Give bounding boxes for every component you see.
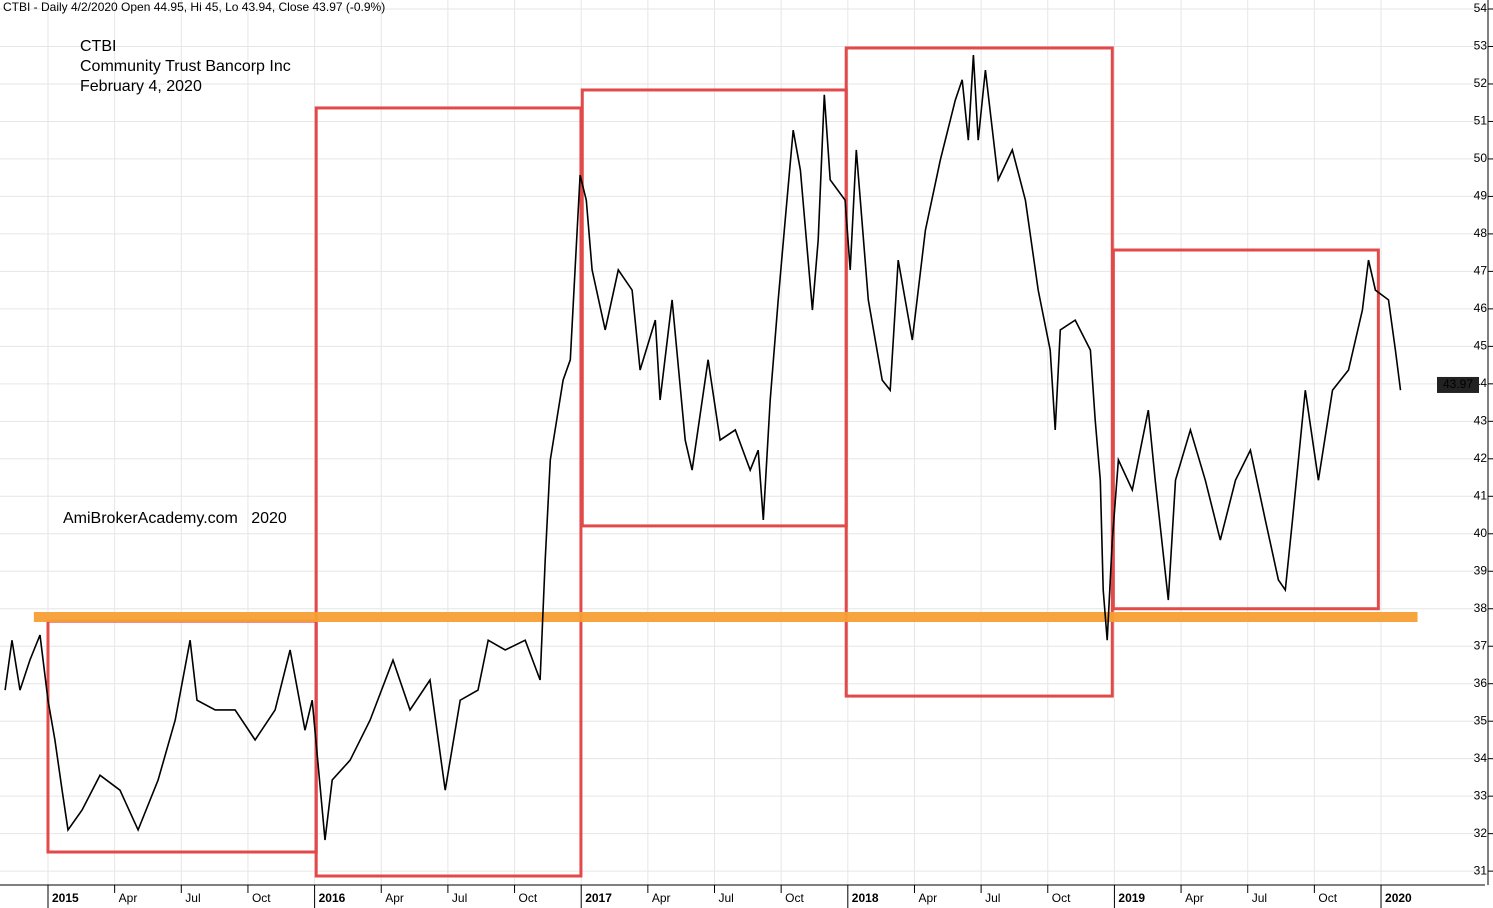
y-tick-label: 49 [1474, 189, 1488, 203]
y-tick-label: 31 [1474, 863, 1488, 877]
x-tick-label: 2020 [1385, 891, 1412, 905]
x-tick-label: Jul [185, 891, 200, 905]
annotation: February 4, 2020 [80, 78, 202, 95]
x-tick-label: Jul [719, 891, 734, 905]
x-tick-label: 2019 [1118, 891, 1145, 905]
x-tick-label: Jul [1252, 891, 1267, 905]
x-tick-label: Oct [1318, 891, 1337, 905]
x-tick-label: Jul [452, 891, 467, 905]
y-tick-label: 38 [1474, 601, 1488, 615]
y-tick-label: 32 [1474, 826, 1488, 840]
range-box [1111, 248, 1380, 611]
y-tick-label: 35 [1474, 713, 1488, 727]
x-tick-label: 2018 [852, 891, 879, 905]
y-tick-label: 37 [1474, 638, 1488, 652]
y-tick-label: 41 [1474, 488, 1488, 502]
y-tick-label: 54 [1474, 1, 1488, 15]
y-tick-label: 47 [1474, 264, 1488, 278]
x-tick-label: Oct [252, 891, 271, 905]
y-tick-label: 53 [1474, 39, 1488, 53]
y-tick-label: 46 [1474, 301, 1488, 315]
watermark: AmiBrokerAcademy.com 2020 [63, 510, 287, 527]
y-tick-label: 42 [1474, 451, 1488, 465]
x-tick-label: Apr [119, 891, 138, 905]
annotation: Community Trust Bancorp Inc [80, 58, 291, 75]
labels: CTBI - Daily 4/2/2020 Open 44.95, Hi 45,… [3, 0, 1487, 905]
y-tick-label: 43 [1474, 413, 1488, 427]
y-tick-label: 48 [1474, 226, 1488, 240]
y-tick-label: 52 [1474, 76, 1488, 90]
x-tick-label: Apr [652, 891, 671, 905]
x-tick-label: Apr [385, 891, 404, 905]
marks [4, 46, 1418, 878]
x-tick-label: 2015 [52, 891, 79, 905]
y-tick-label: 36 [1474, 676, 1488, 690]
chart-header: CTBI - Daily 4/2/2020 Open 44.95, Hi 45,… [3, 0, 385, 14]
y-tick-label: 39 [1474, 563, 1488, 577]
last-value-label: 43.97 [1443, 377, 1473, 391]
y-tick-label: 33 [1474, 788, 1488, 802]
x-tick-label: 2016 [319, 891, 346, 905]
annotation: CTBI [80, 38, 116, 55]
x-tick-label: Jul [985, 891, 1000, 905]
last-value-box [1437, 376, 1479, 393]
y-tick-label: 34 [1474, 751, 1488, 765]
x-tick-label: 2017 [585, 891, 612, 905]
x-tick-label: Oct [785, 891, 804, 905]
y-tick-label: 40 [1474, 526, 1488, 540]
y-tick-label: 45 [1474, 339, 1488, 353]
price-line [4, 55, 1402, 841]
x-tick-label: Apr [1185, 891, 1204, 905]
y-tick-label: 50 [1474, 151, 1488, 165]
x-tick-label: Oct [1052, 891, 1071, 905]
x-tick-label: Apr [918, 891, 937, 905]
x-tick-label: Oct [519, 891, 538, 905]
y-tick-label: 51 [1474, 114, 1488, 128]
